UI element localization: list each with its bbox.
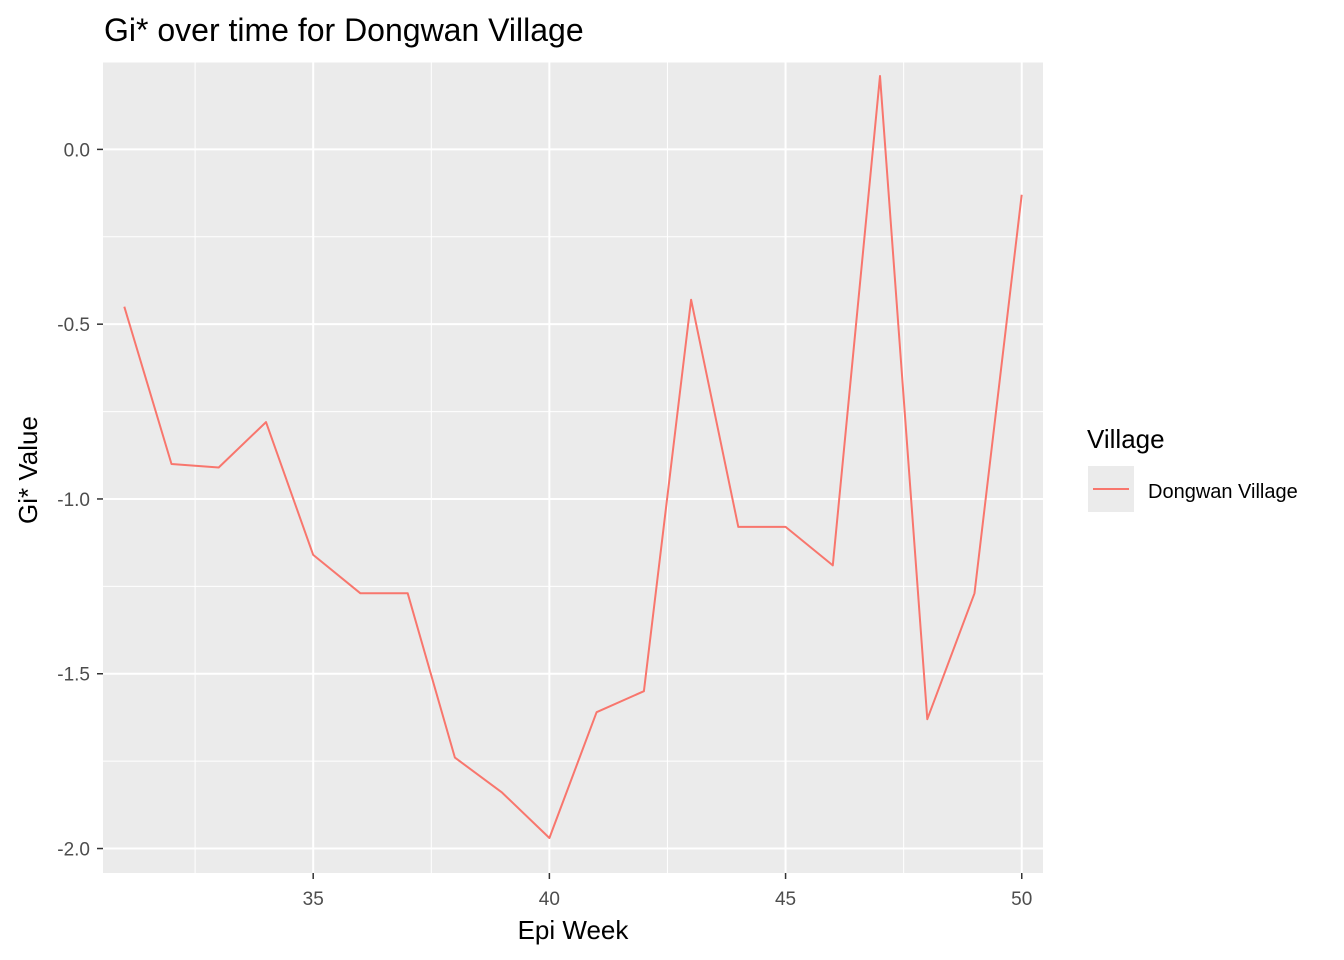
y-tick-label: -1.0 xyxy=(57,490,90,511)
x-tick-label: 50 xyxy=(1011,889,1032,910)
y-axis-title: Gi* Value xyxy=(13,416,43,524)
x-axis-title: Epi Week xyxy=(518,915,630,945)
x-tick-label: 45 xyxy=(775,889,796,910)
x-tick-label: 40 xyxy=(539,889,560,910)
x-tick-label: 35 xyxy=(303,889,324,910)
y-axis-ticks: 0.0 -0.5 -1.0 -1.5 -2.0 xyxy=(57,140,103,861)
chart-title: Gi* over time for Dongwan Village xyxy=(104,12,584,48)
x-axis-ticks: 35 40 45 50 xyxy=(303,873,1032,910)
legend: Village Dongwan Village xyxy=(1087,424,1298,512)
y-tick-label: -0.5 xyxy=(57,315,90,336)
y-tick-label: -1.5 xyxy=(57,665,90,686)
y-tick-label: 0.0 xyxy=(64,140,90,161)
series-layer xyxy=(123,75,1023,839)
legend-label: Dongwan Village xyxy=(1148,481,1298,503)
plot-panel xyxy=(103,62,1043,873)
grid-minor xyxy=(103,61,1043,873)
series-line-dongwan-village xyxy=(123,75,1023,839)
legend-title: Village xyxy=(1087,424,1165,454)
y-tick-label: -2.0 xyxy=(57,840,90,861)
